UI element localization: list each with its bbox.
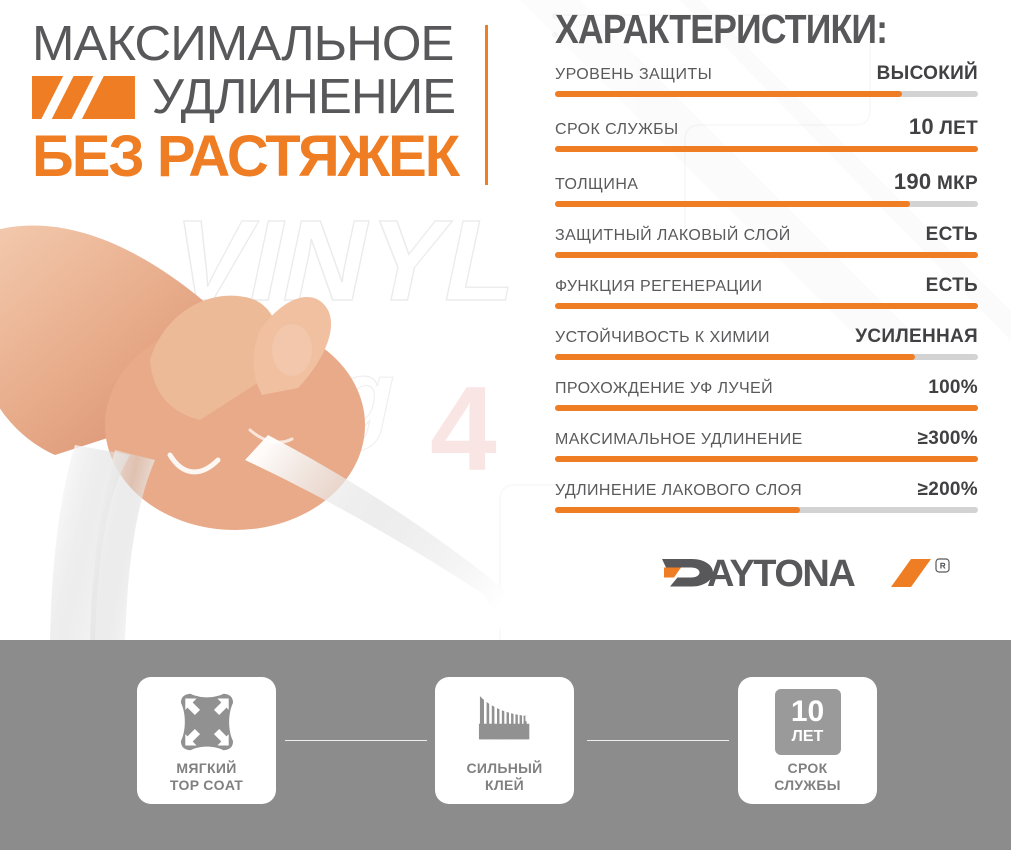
svg-text:4: 4	[430, 362, 497, 496]
svg-text:AYTONA: AYTONA	[707, 553, 855, 593]
